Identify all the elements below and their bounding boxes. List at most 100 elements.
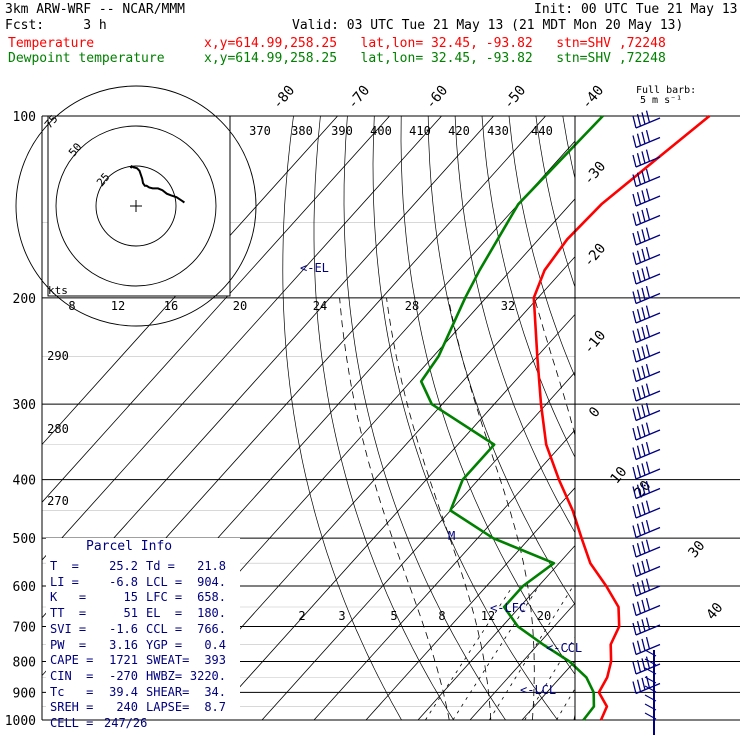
isobar-label-400: 400 xyxy=(13,474,36,489)
theta-left-label-270: 270 xyxy=(47,494,69,508)
wind-barb-staff-11 xyxy=(635,331,661,344)
parcel-value-right: 21.8 xyxy=(197,559,226,573)
wind-barb-flag-16-1 xyxy=(636,426,642,439)
wind-barb-flag-24-2 xyxy=(641,580,646,593)
isobar-label-600: 600 xyxy=(13,580,36,595)
wind-barb-flag-11-1 xyxy=(636,328,642,341)
parcel-label-right: YGP = xyxy=(146,637,183,652)
parcel-info-bg xyxy=(46,538,240,720)
wind-barb-flag-20-0 xyxy=(632,505,637,519)
wind-barb-8 xyxy=(632,266,661,285)
speed-label-28: 28 xyxy=(405,299,419,313)
speed-label-16: 16 xyxy=(164,299,178,313)
wind-barb-flag-25-0 xyxy=(632,603,637,616)
wind-barb-flag-26-1 xyxy=(636,621,642,634)
isotherm--30 xyxy=(313,429,575,720)
lcl-marker: <-LCL xyxy=(520,683,556,697)
wind-barb-flag-16-0 xyxy=(632,427,637,441)
wind-barb-flag-2-2 xyxy=(641,151,646,164)
wind-barb-staff-14 xyxy=(635,390,661,402)
wind-barb-flag-27-2 xyxy=(641,638,646,652)
wind-barb-flag-22-3 xyxy=(645,539,651,552)
parcel-label-right: HWBZ= xyxy=(146,668,183,683)
wind-barb-flag-20-2 xyxy=(641,502,646,515)
wind-barb-flag-3-1 xyxy=(636,172,642,185)
wind-barb-flag-10-3 xyxy=(645,305,651,318)
dry-adiabat-420 xyxy=(725,116,740,733)
wind-barb-staff-23 xyxy=(635,565,661,578)
isobar-label-800: 800 xyxy=(13,655,36,670)
wind-barb-10 xyxy=(632,305,661,324)
wind-barb-flag-20-3 xyxy=(645,500,651,513)
init-time: Init: 00 UTC Tue 21 May 13 xyxy=(534,2,738,17)
wind-barb-flag-18-2 xyxy=(641,463,646,476)
wind-barb-flag-4-0 xyxy=(632,193,637,207)
wind-barb-staff-5 xyxy=(635,214,661,227)
theta-left-label-290: 290 xyxy=(47,349,69,363)
parcel-value-left: 39.4 xyxy=(109,684,138,699)
theta-label-370: 370 xyxy=(249,124,271,138)
wind-barb-9 xyxy=(632,285,661,305)
isotherm-label--50: -50 xyxy=(501,83,530,113)
wind-barb-flag-25-2 xyxy=(641,599,646,613)
wind-barb-flag-17-1 xyxy=(636,445,642,458)
wind-barb-flag-10-1 xyxy=(636,309,642,322)
valid-time: Valid: 03 UTC Tue 21 May 13 (21 MDT Mon … xyxy=(292,18,684,33)
wind-barb-flag-16-2 xyxy=(641,424,646,437)
parcel-value-left: 15 xyxy=(123,590,138,605)
wind-barb-flag-21-3 xyxy=(645,519,651,533)
wind-barb-flag-23-1 xyxy=(636,562,642,575)
isotherm-label--70: -70 xyxy=(345,83,374,113)
theta-label-430: 430 xyxy=(487,124,509,138)
hodograph-ring-50 xyxy=(55,125,217,287)
wind-barb-staff-28 xyxy=(635,663,661,675)
parcel-value-right: 658. xyxy=(197,590,226,605)
wind-barb-flag-15-1 xyxy=(636,406,642,419)
isotherm-label-10: 10 xyxy=(607,464,630,487)
wind-barb-flag-1-2 xyxy=(641,131,646,145)
parcel-label-right: CCL = xyxy=(146,621,183,636)
parcel-value-left: 240 xyxy=(116,700,138,715)
parcel-label-left: PW = xyxy=(50,637,94,652)
wind-barb-flag-6-2 xyxy=(641,229,646,242)
dewpoint-line xyxy=(419,115,604,721)
wind-barb-flag-21-0 xyxy=(632,525,637,538)
wind-barb-flag-14-0 xyxy=(632,388,637,402)
wind-barb-staff-18 xyxy=(635,468,661,480)
wind-barb-staff-12 xyxy=(635,351,661,363)
isobar-label-500: 500 xyxy=(13,532,36,547)
parcel-label-right: EL = xyxy=(146,606,183,621)
parcel-value-left: 1721 xyxy=(109,653,138,668)
wind-barb-flag-7-3 xyxy=(645,246,651,260)
wind-barb-staff-20 xyxy=(635,507,661,519)
wind-barb-staff-25 xyxy=(635,604,661,617)
wind-barb-flag-17-3 xyxy=(645,441,651,455)
wind-barb-flag-13-1 xyxy=(636,367,642,380)
parcel-label-left: CELL = xyxy=(50,716,101,730)
isotherm-label-30: 30 xyxy=(685,538,708,561)
wind-barb-flag-7-1 xyxy=(636,250,642,263)
dry-adiabat-270 xyxy=(313,116,455,720)
wind-barb-flag-25-1 xyxy=(636,601,642,614)
parcel-value-right: 180. xyxy=(197,606,226,621)
wind-barb-staff-15 xyxy=(635,409,661,422)
parcel-value-right: 393 xyxy=(204,653,226,668)
wind-barb-3 xyxy=(632,168,661,188)
speed-label-12: 12 xyxy=(111,299,125,313)
wind-barb-flag-19-2 xyxy=(641,482,646,496)
dry-adiabat-320 xyxy=(454,116,575,534)
wind-barb-13 xyxy=(632,363,661,383)
isotherm--120 xyxy=(42,116,390,503)
isotherm--50 xyxy=(209,313,575,720)
temperature-legend-label: Temperature xyxy=(8,36,95,51)
wind-barb-staff-10 xyxy=(635,312,661,324)
wind-barb-18 xyxy=(632,461,661,480)
dry-adiabat-280 xyxy=(343,116,507,720)
isobar-label-700: 700 xyxy=(13,620,36,635)
wind-barb-staff-1 xyxy=(635,136,661,149)
wind-barb-28 xyxy=(632,656,661,675)
parcel-label-right: SHEAR= xyxy=(146,684,190,699)
wind-barb-23 xyxy=(632,558,661,578)
mixing-ratio-label-5: 5 xyxy=(390,609,397,623)
wind-barb-flag-12-2 xyxy=(641,346,646,359)
